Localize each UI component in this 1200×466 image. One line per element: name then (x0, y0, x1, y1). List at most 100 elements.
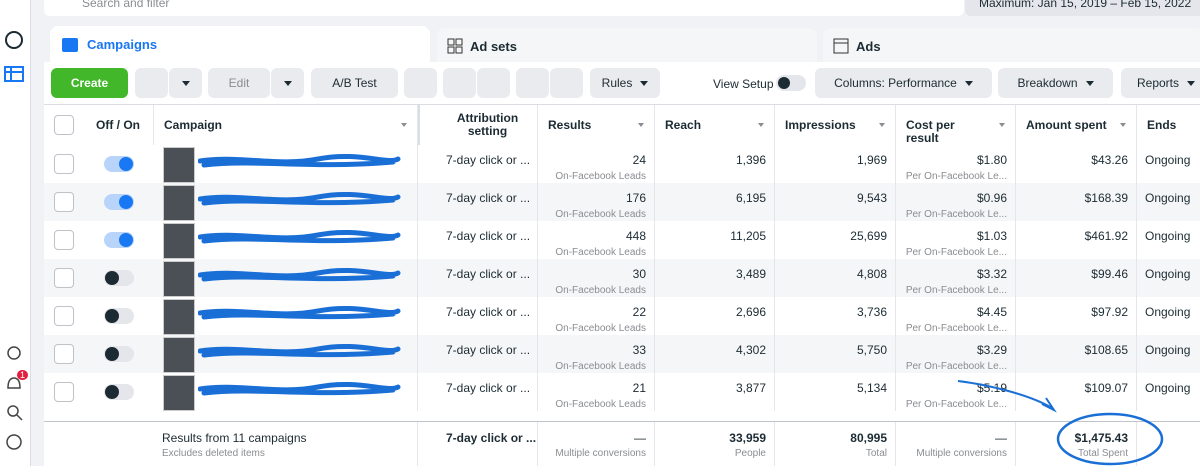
columns-button[interactable]: Columns: Performance (815, 68, 992, 98)
row-checkbox[interactable] (54, 306, 74, 326)
ends-cell-value: Ongoing (1145, 267, 1191, 281)
table-row[interactable]: 7-day click or ... 176 On-Facebook Leads 6,… (44, 183, 1200, 222)
status-toggle[interactable] (104, 232, 134, 248)
tab-label: Ad sets (470, 39, 517, 54)
cost-cell-type: Per On-Facebook Le... (905, 209, 1007, 220)
reach-cell-value: 3,489 (735, 267, 766, 281)
redaction-scribble (198, 154, 401, 168)
table-row[interactable]: 7-day click or ... 22 On-Facebook Leads 2,6… (44, 297, 1200, 336)
impressions-cell-value: 25,699 (850, 229, 887, 243)
summary-row: Results from 11 campaigns Excludes delete… (44, 421, 1200, 466)
rules-button[interactable]: Rules (590, 68, 660, 98)
button-label: Create (70, 76, 109, 90)
search-placeholder: Search and filter (82, 0, 170, 10)
amount-cell-value: $108.65 (1084, 343, 1128, 357)
row-checkbox[interactable] (54, 268, 74, 288)
ends-cell: Ongoing (1137, 335, 1200, 373)
cost-cell-type: Per On-Facebook Le... (905, 361, 1007, 372)
cost-cell-type: Per On-Facebook Le... (905, 323, 1007, 334)
results-cell-value: 24 (632, 153, 646, 167)
redaction-scribble (198, 268, 401, 282)
status-toggle[interactable] (104, 270, 134, 286)
partial-row (44, 411, 1200, 421)
header-label: Attribution setting (456, 111, 519, 138)
attribution-cell: 7-day click or ... (438, 335, 538, 373)
table-row[interactable]: 7-day click or ... 448 On-Facebook Leads 11… (44, 221, 1200, 260)
status-toggle[interactable] (104, 156, 134, 172)
button-label: Breakdown (1017, 76, 1078, 90)
header-label: Campaign (164, 118, 223, 132)
delete-button[interactable] (477, 68, 510, 98)
reports-button[interactable]: Reports (1121, 68, 1200, 98)
impressions-cell: 5,750 (775, 335, 896, 373)
date-picker[interactable]: Maximum: Jan 15, 2019 – Feb 15, 2022 (965, 0, 1200, 16)
header-cell[interactable]: Off / On (82, 105, 154, 145)
cost-cell-value: $0.96 (976, 191, 1007, 205)
sort-indicator (999, 123, 1005, 127)
tab-campaigns[interactable]: Campaigns (50, 26, 430, 66)
status-toggle[interactable] (104, 308, 134, 324)
table-row[interactable]: 7-day click or ... 21 On-Facebook Leads 3,8… (44, 373, 1200, 412)
create-button[interactable]: Create (51, 68, 128, 98)
row-checkbox[interactable] (54, 382, 74, 402)
tab-ads[interactable]: Ads (823, 28, 1200, 62)
header-cell[interactable]: Reach (655, 105, 775, 145)
impressions-cell-value: 9,543 (856, 191, 887, 205)
header-cell[interactable]: Amount spent (1016, 105, 1137, 145)
duplicate-button[interactable] (135, 68, 168, 98)
undo-button[interactable] (443, 68, 476, 98)
amount-cell-value: $109.07 (1084, 381, 1128, 395)
export-button[interactable] (516, 68, 549, 98)
header-cell[interactable]: Impressions (775, 105, 896, 145)
row-checkbox[interactable] (54, 154, 74, 174)
tag-button[interactable] (550, 68, 583, 98)
clipboard-button[interactable] (404, 68, 437, 98)
edit-button[interactable]: Edit (208, 68, 270, 98)
reach-cell-value: 6,195 (735, 191, 766, 205)
duplicate-menu[interactable] (169, 68, 202, 98)
header-cell[interactable]: Campaign (154, 105, 418, 145)
attribution-cell-value: 7-day click or ... (446, 229, 531, 243)
row-checkbox[interactable] (54, 192, 74, 212)
ends-cell-value: Ongoing (1145, 305, 1191, 319)
results-cell: 22 On-Facebook Leads (538, 297, 655, 335)
status-toggle[interactable] (104, 194, 134, 210)
ab-test-button[interactable]: A/B Test (311, 68, 398, 98)
attribution-cell-value: 7-day click or ... (446, 267, 531, 281)
status-toggle[interactable] (104, 346, 134, 362)
select-all-checkbox[interactable] (54, 115, 74, 135)
results-cell: 33 On-Facebook Leads (538, 335, 655, 373)
header-cell[interactable]: Results (538, 105, 655, 145)
row-checkbox[interactable] (54, 230, 74, 250)
ends-cell: Ongoing (1137, 373, 1200, 411)
campaign-cell (154, 221, 418, 259)
table-row[interactable]: 7-day click or ... 33 On-Facebook Leads 4,3… (44, 335, 1200, 374)
results-cell-type: On-Facebook Leads (555, 399, 646, 410)
table-row[interactable]: 7-day click or ... 30 On-Facebook Leads 3,4… (44, 259, 1200, 298)
amount-cell: $168.39 (1016, 183, 1137, 221)
ends-cell-value: Ongoing (1145, 343, 1191, 357)
header-cell[interactable]: Attribution setting (438, 105, 538, 145)
edit-menu[interactable] (271, 68, 304, 98)
sort-indicator (638, 123, 644, 127)
table-row[interactable]: 7-day click or ... 24 On-Facebook Leads 1,3… (44, 145, 1200, 184)
impressions-cell-value: 4,808 (856, 267, 887, 281)
amount-cell: $109.07 (1016, 373, 1137, 411)
impressions-cell: 9,543 (775, 183, 896, 221)
view-setup-toggle[interactable] (776, 75, 806, 91)
results-cell: 21 On-Facebook Leads (538, 373, 655, 411)
row-checkbox[interactable] (54, 344, 74, 364)
status-toggle[interactable] (104, 384, 134, 400)
impressions-cell: 5,134 (775, 373, 896, 411)
cost-cell-value: $3.32 (976, 267, 1007, 281)
campaign-cell (154, 183, 418, 221)
breakdown-button[interactable]: Breakdown (998, 68, 1113, 98)
header-cell[interactable]: Cost per result (896, 105, 1016, 145)
cost-cell-value: $4.45 (976, 305, 1007, 319)
reach-cell-value: 4,302 (735, 343, 766, 357)
tab-ad-sets[interactable]: Ad sets (437, 28, 817, 62)
search-box[interactable]: Search and filter (44, 0, 964, 16)
header-cell[interactable]: Ends (1137, 105, 1200, 145)
ends-cell: Ongoing (1137, 145, 1200, 183)
summary-reach: 33,959 People (655, 422, 775, 466)
